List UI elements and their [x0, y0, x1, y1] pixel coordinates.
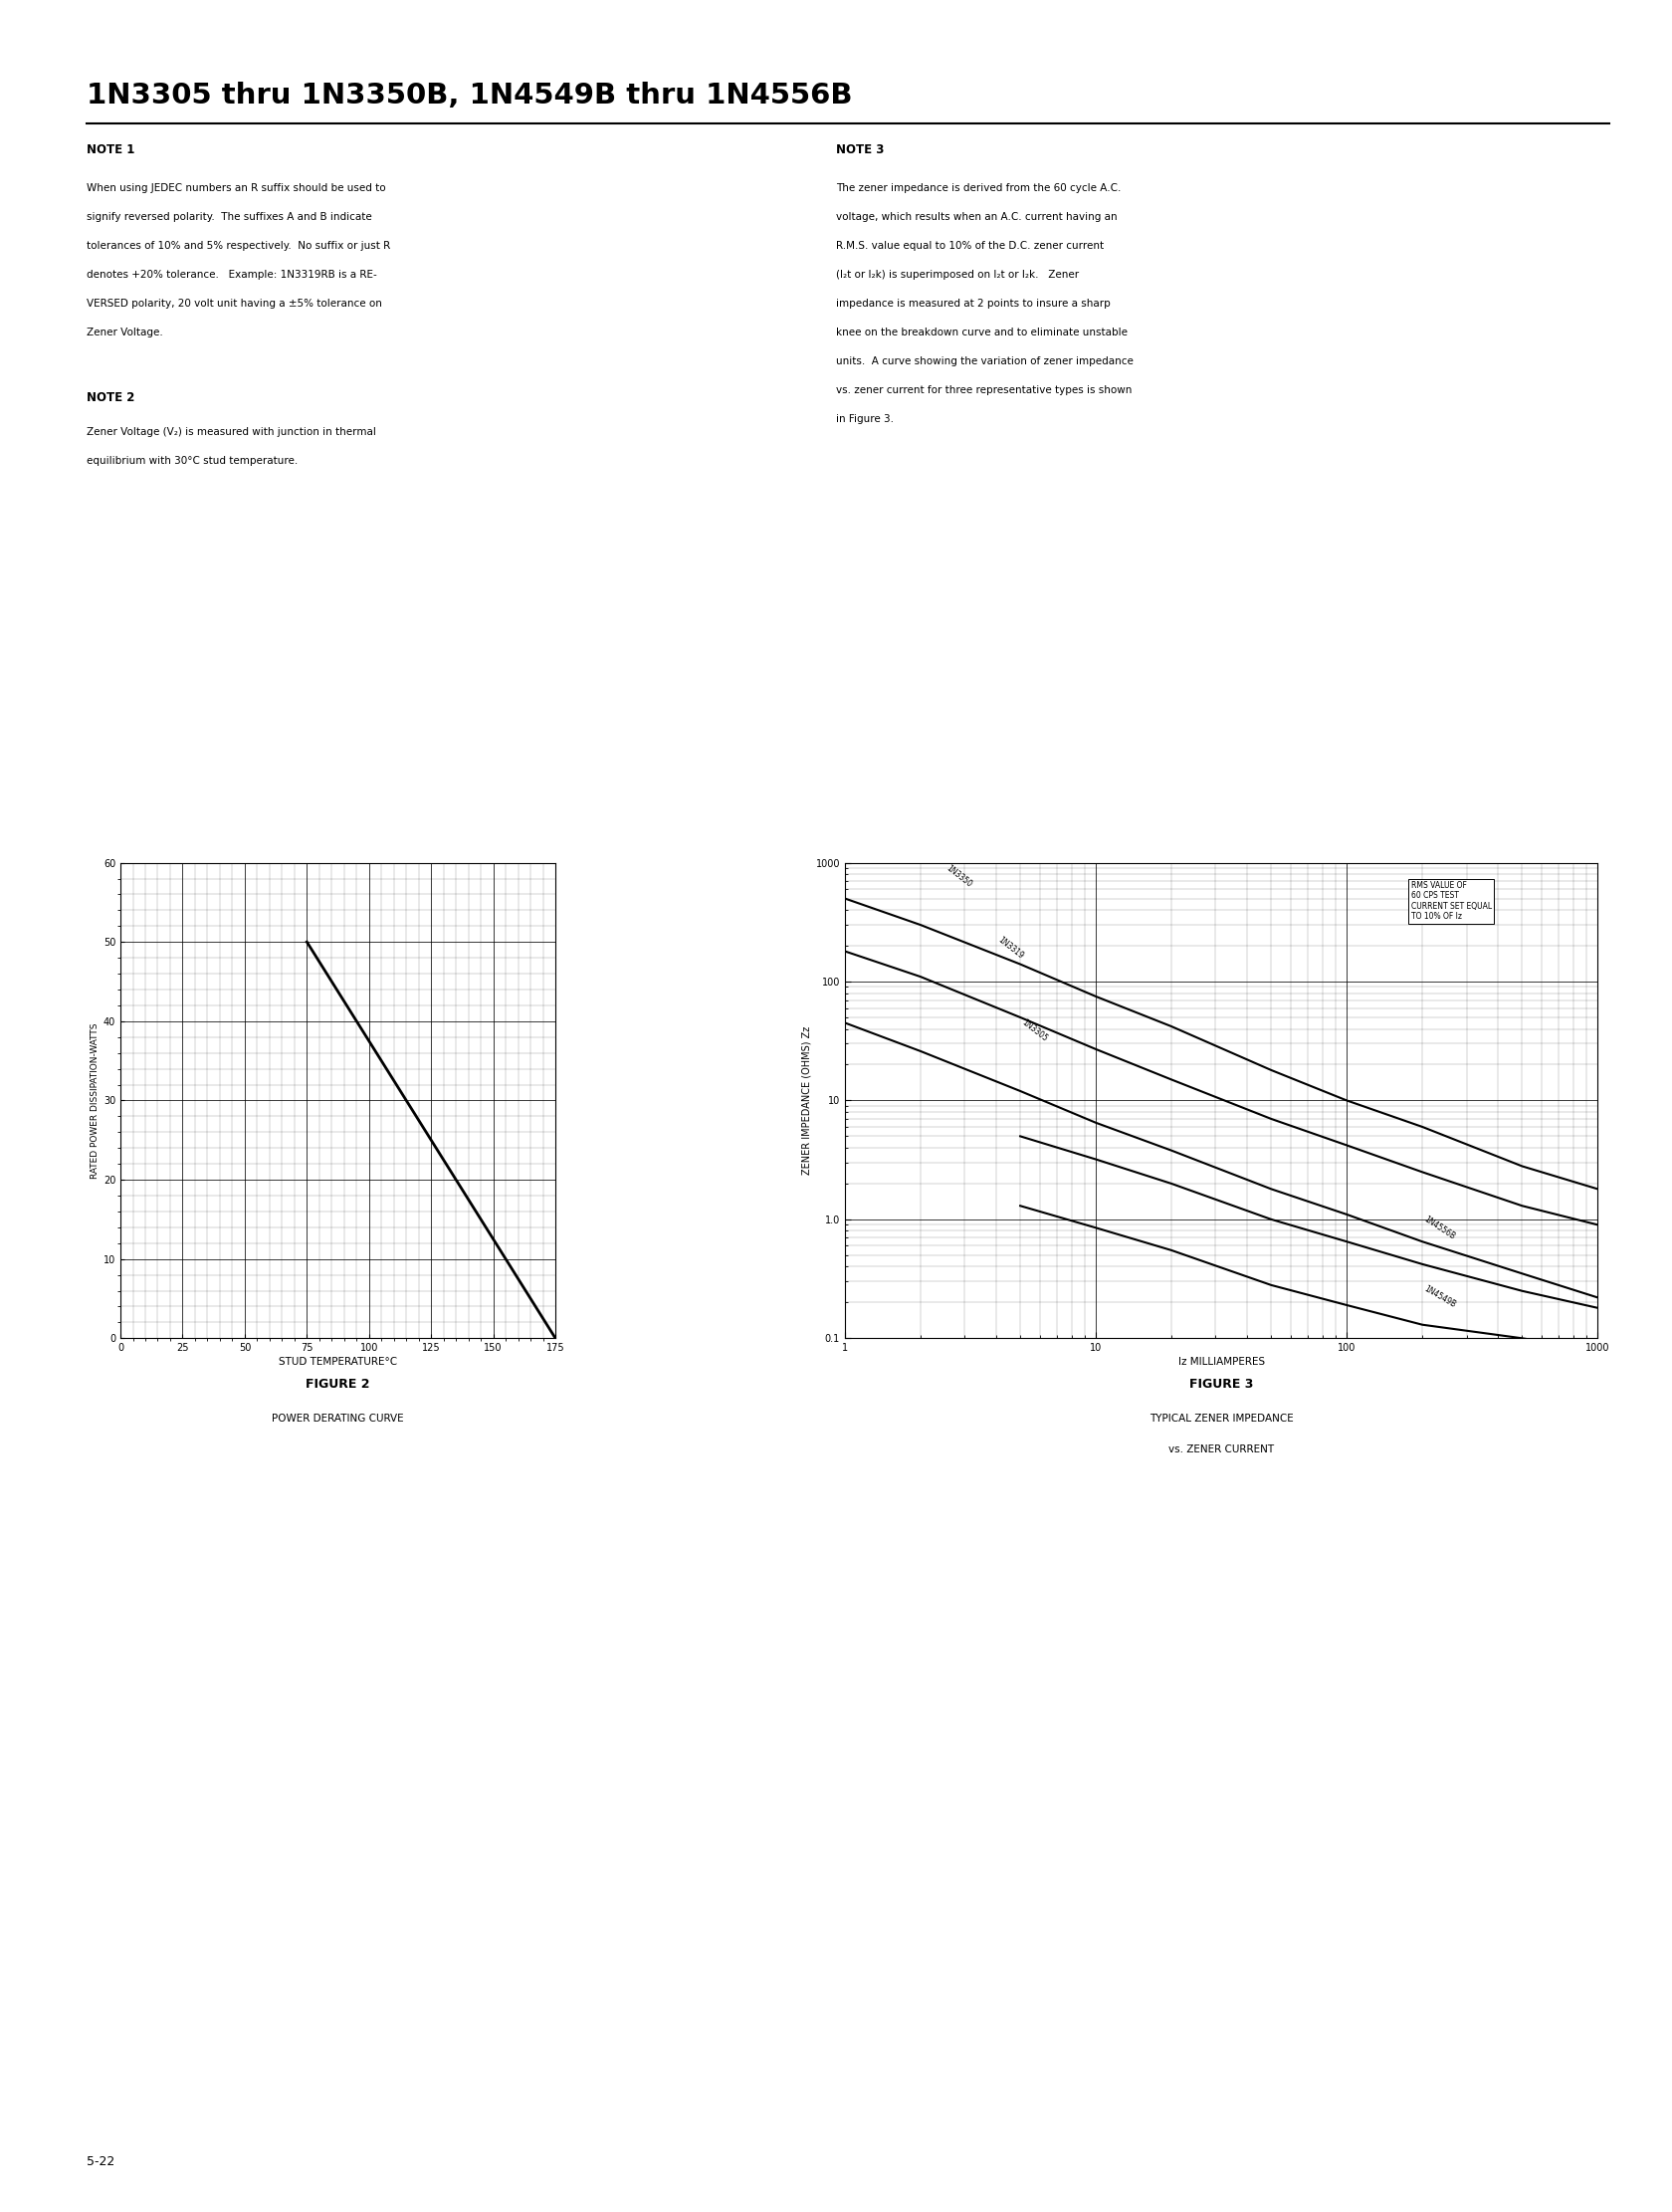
- X-axis label: Iz MILLIAMPERES: Iz MILLIAMPERES: [1177, 1358, 1264, 1367]
- Text: 5-22: 5-22: [87, 2154, 115, 2168]
- Text: NOTE 2: NOTE 2: [87, 392, 135, 405]
- Text: 1N3319: 1N3319: [995, 936, 1025, 960]
- Text: impedance is measured at 2 points to insure a sharp: impedance is measured at 2 points to ins…: [836, 299, 1110, 310]
- Text: equilibrium with 30°C stud temperature.: equilibrium with 30°C stud temperature.: [87, 456, 298, 467]
- Text: units.  A curve showing the variation of zener impedance: units. A curve showing the variation of …: [836, 356, 1134, 367]
- Text: 1N3305 thru 1N3350B, 1N4549B thru 1N4556B: 1N3305 thru 1N3350B, 1N4549B thru 1N4556…: [87, 82, 853, 111]
- Text: TYPICAL ZENER IMPEDANCE: TYPICAL ZENER IMPEDANCE: [1149, 1413, 1292, 1425]
- Text: FIGURE 2: FIGURE 2: [306, 1378, 370, 1391]
- Text: denotes +20% tolerance.   Example: 1N3319RB is a RE-: denotes +20% tolerance. Example: 1N3319R…: [87, 270, 378, 281]
- Text: FIGURE 3: FIGURE 3: [1189, 1378, 1252, 1391]
- Text: 1N4556B: 1N4556B: [1421, 1214, 1456, 1241]
- Y-axis label: ZENER IMPEDANCE (OHMS) Zz: ZENER IMPEDANCE (OHMS) Zz: [801, 1026, 811, 1175]
- Text: 1N4549B: 1N4549B: [1421, 1285, 1456, 1310]
- Text: Zener Voltage (V₂) is measured with junction in thermal: Zener Voltage (V₂) is measured with junc…: [87, 427, 376, 438]
- Text: tolerances of 10% and 5% respectively.  No suffix or just R: tolerances of 10% and 5% respectively. N…: [87, 241, 391, 252]
- Text: Zener Voltage.: Zener Voltage.: [87, 327, 164, 338]
- Text: in Figure 3.: in Figure 3.: [836, 414, 895, 425]
- Text: RMS VALUE OF
60 CPS TEST
CURRENT SET EQUAL
TO 10% OF Iz: RMS VALUE OF 60 CPS TEST CURRENT SET EQU…: [1409, 880, 1491, 920]
- Text: (I₂t or I₂k) is superimposed on I₂t or I₂k.   Zener: (I₂t or I₂k) is superimposed on I₂t or I…: [836, 270, 1078, 281]
- Text: NOTE 1: NOTE 1: [87, 144, 135, 157]
- Text: 1N3350: 1N3350: [945, 863, 973, 889]
- Text: VERSED polarity, 20 volt unit having a ±5% tolerance on: VERSED polarity, 20 volt unit having a ±…: [87, 299, 383, 310]
- Text: knee on the breakdown curve and to eliminate unstable: knee on the breakdown curve and to elimi…: [836, 327, 1127, 338]
- Text: R.M.S. value equal to 10% of the D.C. zener current: R.M.S. value equal to 10% of the D.C. ze…: [836, 241, 1104, 252]
- X-axis label: STUD TEMPERATURE°C: STUD TEMPERATURE°C: [279, 1358, 396, 1367]
- Text: signify reversed polarity.  The suffixes A and B indicate: signify reversed polarity. The suffixes …: [87, 212, 373, 223]
- Text: vs. zener current for three representative types is shown: vs. zener current for three representati…: [836, 385, 1132, 396]
- Text: NOTE 3: NOTE 3: [836, 144, 884, 157]
- Text: POWER DERATING CURVE: POWER DERATING CURVE: [273, 1413, 403, 1425]
- Y-axis label: RATED POWER DISSIPATION-WATTS: RATED POWER DISSIPATION-WATTS: [90, 1022, 99, 1179]
- Text: voltage, which results when an A.C. current having an: voltage, which results when an A.C. curr…: [836, 212, 1117, 223]
- Text: vs. ZENER CURRENT: vs. ZENER CURRENT: [1167, 1444, 1274, 1455]
- Text: The zener impedance is derived from the 60 cycle A.C.: The zener impedance is derived from the …: [836, 184, 1120, 195]
- Text: 1N3305: 1N3305: [1020, 1018, 1048, 1044]
- Text: When using JEDEC numbers an R suffix should be used to: When using JEDEC numbers an R suffix sho…: [87, 184, 386, 195]
